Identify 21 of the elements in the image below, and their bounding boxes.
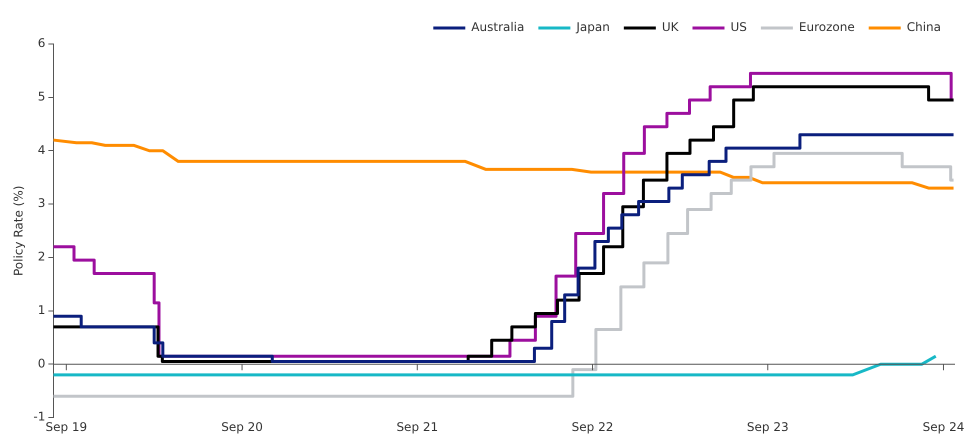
y-tick-label: 4: [38, 142, 46, 157]
x-tick-label: Sep 24: [922, 420, 964, 434]
y-tick-label: -1: [33, 410, 46, 424]
x-tick-label: Sep 22: [572, 420, 614, 434]
y-tick-label: 3: [38, 196, 46, 210]
x-tick-label: Sep 20: [221, 420, 263, 434]
y-axis-title: Policy Rate (%): [11, 186, 26, 276]
x-tick-label: Sep 21: [396, 420, 438, 434]
x-tick-label: Sep 19: [45, 420, 88, 434]
x-tick-label: Sep 23: [746, 420, 789, 434]
legend-label: US: [730, 20, 747, 34]
y-tick-label: 2: [38, 250, 46, 264]
y-tick-label: 0: [38, 356, 46, 370]
y-tick-label: 5: [38, 89, 46, 104]
legend-label: UK: [662, 20, 680, 34]
legend-label: Australia: [471, 20, 524, 34]
y-tick-label: 1: [38, 302, 46, 317]
legend-label: Eurozone: [798, 20, 855, 34]
legend-label: China: [906, 20, 942, 34]
legend-label: Japan: [575, 20, 610, 34]
y-tick-label: 6: [38, 36, 46, 50]
